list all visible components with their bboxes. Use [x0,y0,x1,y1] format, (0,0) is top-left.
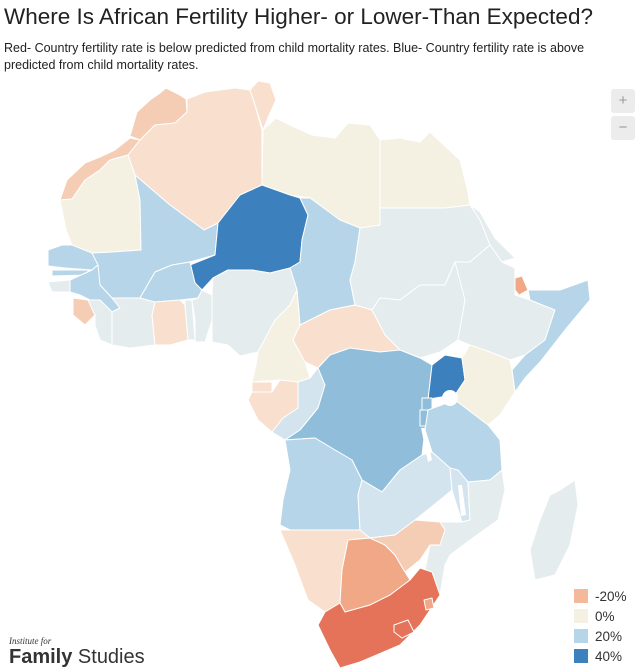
country-djibouti[interactable]: Djibouti [514,275,529,296]
country-tunisia[interactable]: Tunisia [249,80,277,131]
country-somalia[interactable]: Somalia [511,279,591,393]
brand-bold: Family [9,646,73,668]
legend-label: 0% [595,608,615,624]
legend: -20% 0% 20% 40% [574,586,627,666]
legend-swatch [574,629,588,643]
brand-line1: Institute for [9,636,52,646]
country-ghana[interactable]: Ghana [151,299,189,346]
country-mozambique[interactable]: Mozambique [424,469,506,596]
lake-tanganyika [421,428,432,462]
country-mauritania[interactable]: Mauritania [59,154,142,254]
legend-item-0: 0% [574,606,627,626]
country-eritrea[interactable]: Eritrea [469,204,516,263]
country-liberia[interactable]: Liberia [87,299,113,346]
legend-swatch [574,589,588,603]
brand-rest: Studies [72,646,145,668]
country-sierra-leone[interactable]: Sierra Leone [72,297,96,326]
legend-label: -20% [595,588,627,604]
zoom-out-button[interactable]: − [611,116,635,140]
brand-logo: Institute for Family Studies [9,636,145,668]
zoom-in-button[interactable]: + [611,89,635,113]
lakes [421,390,466,516]
country-c-te-d-ivoire[interactable]: Côte d'Ivoire [111,297,156,349]
country-kenya[interactable]: Kenya [454,344,516,426]
country-south-africa[interactable]: South Africa [317,567,441,669]
country-togo[interactable]: Togo [184,299,196,341]
country-equatorial-guinea[interactable]: Equatorial Guinea [251,381,273,393]
legend-item-40: 40% [574,646,627,666]
legend-swatch [574,649,588,663]
legend-item-20: 20% [574,626,627,646]
legend-item-neg20: -20% [574,586,627,606]
legend-label: 20% [595,628,623,644]
country-zimbabwe[interactable]: Zimbabwe [369,519,446,573]
map-subtitle: Red- Country fertility rate is below pre… [4,41,585,72]
legend-swatch [574,609,588,623]
country-egypt[interactable]: Egypt [379,131,471,209]
country-guinea-bissau[interactable]: Guinea-Bissau [47,279,71,293]
country-rwanda[interactable]: Rwanda [421,397,433,411]
country-madagascar[interactable]: Madagascar [529,479,579,581]
map-title: Where Is African Fertility Higher- or Lo… [4,4,593,29]
legend-label: 40% [595,648,623,664]
country-eswatini[interactable]: Eswatini [423,597,435,611]
lake-victoria [442,390,458,406]
brand-name: Family Studies [9,646,145,668]
lake-malawi [458,485,466,516]
country-lesotho[interactable]: Lesotho [393,619,415,639]
